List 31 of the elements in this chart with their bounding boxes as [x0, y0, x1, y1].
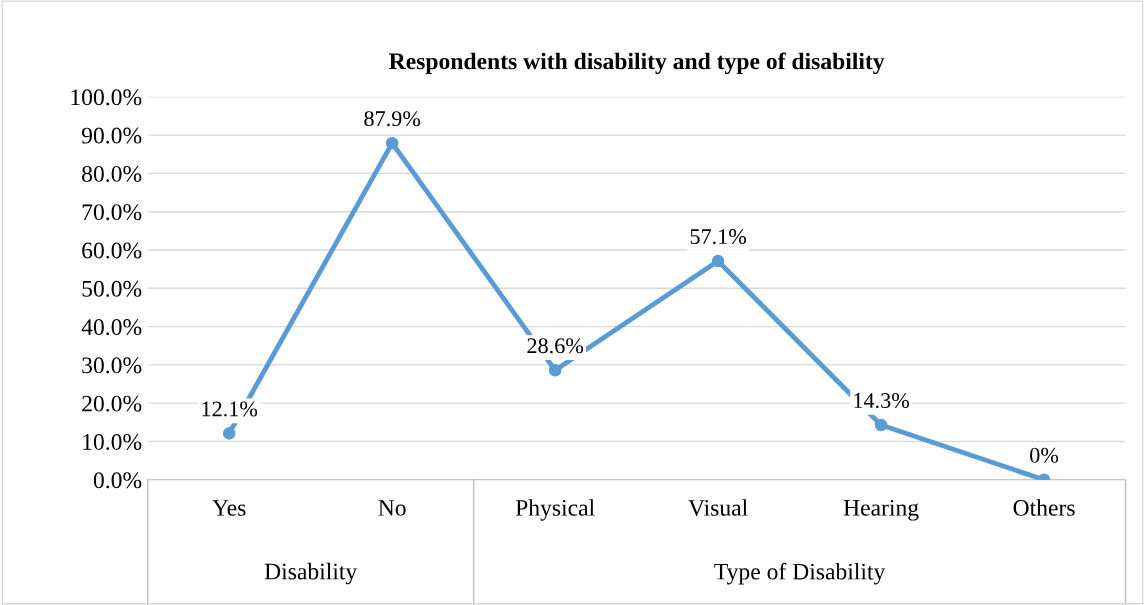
x-tick-label: Yes [212, 500, 246, 516]
y-tick-label: 100.0% [71, 89, 142, 106]
y-tick-label: 80.0% [82, 165, 142, 182]
y-tick-label: 20.0% [82, 395, 142, 412]
data-label: 0% [1030, 447, 1059, 463]
x-tick-label: Hearing [843, 499, 919, 521]
data-label: 57.1% [690, 229, 747, 245]
x-tick-label: No [378, 500, 406, 516]
y-tick-label: 50.0% [82, 280, 142, 297]
y-tick-label: 30.0% [82, 357, 142, 374]
data-label: 12.1% [202, 401, 258, 417]
point [385, 136, 399, 150]
chart-title: Respondents with disability and type of disability [389, 52, 885, 75]
y-tick-label: 0.0% [93, 472, 142, 489]
point [222, 427, 236, 440]
text: Type of Disability [714, 562, 886, 585]
point [548, 363, 562, 377]
y-tick-label: 40.0% [81, 319, 142, 336]
text: Disability [264, 562, 358, 585]
x-tick-label: Visual [688, 499, 748, 516]
point [711, 254, 725, 268]
y-tick-label: 10.0% [83, 433, 142, 450]
data-label: 28.6% [527, 338, 584, 354]
y-tick-label: 60.0% [82, 242, 142, 259]
x-tick-label: Physical [515, 499, 595, 521]
data-label: 14.3% [854, 392, 910, 409]
y-tick-label: 90.0% [81, 127, 142, 144]
data-label: 87.9% [364, 111, 421, 127]
y-tick-label: 70.0% [82, 204, 142, 221]
x-tick-label: Others [1013, 499, 1075, 516]
point [874, 418, 888, 432]
